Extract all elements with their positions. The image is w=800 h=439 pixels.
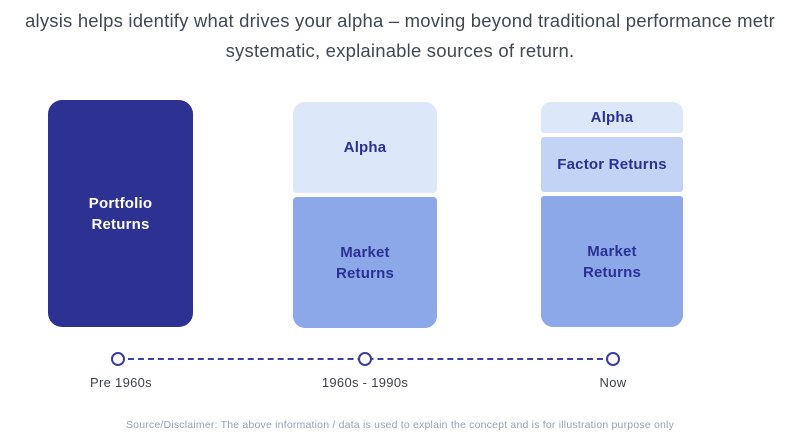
timeline-node-icon — [358, 352, 372, 366]
segment-label: Factor Returns — [557, 156, 667, 173]
segment-alpha: Alpha — [293, 102, 437, 193]
segment-label: Portfolio Returns — [88, 194, 153, 233]
timeline-label-now: Now — [599, 375, 627, 390]
source-disclaimer: Source/Disclaimer: The above information… — [125, 419, 675, 431]
timeline-label-1960s-1990s: 1960s - 1990s — [321, 375, 409, 390]
segment-label: Market Returns — [582, 242, 642, 281]
segment-portfolio-returns: Portfolio Returns — [48, 100, 193, 327]
page-heading: alysis helps identify what drives your a… — [0, 6, 800, 66]
segment-label: Alpha — [343, 139, 387, 156]
segment-factor-returns: Factor Returns — [541, 137, 683, 192]
segment-market-returns: Market Returns — [293, 197, 437, 328]
column-now: Alpha Factor Returns Market Returns — [541, 102, 683, 327]
column-pre-1960s: Portfolio Returns — [48, 100, 193, 327]
segment-label: Market Returns — [335, 243, 395, 282]
segment-label: Alpha — [590, 109, 634, 126]
timeline-node-icon — [111, 352, 125, 366]
timeline-node-icon — [606, 352, 620, 366]
timeline-label-pre-1960s: Pre 1960s — [90, 375, 152, 390]
column-1960s-1990s: Alpha Market Returns — [293, 102, 437, 328]
heading-line-2: systematic, explainable sources of retur… — [225, 40, 575, 61]
segment-market-returns: Market Returns — [541, 196, 683, 327]
heading-line-1: alysis helps identify what drives your a… — [25, 10, 775, 31]
segment-alpha: Alpha — [541, 102, 683, 133]
